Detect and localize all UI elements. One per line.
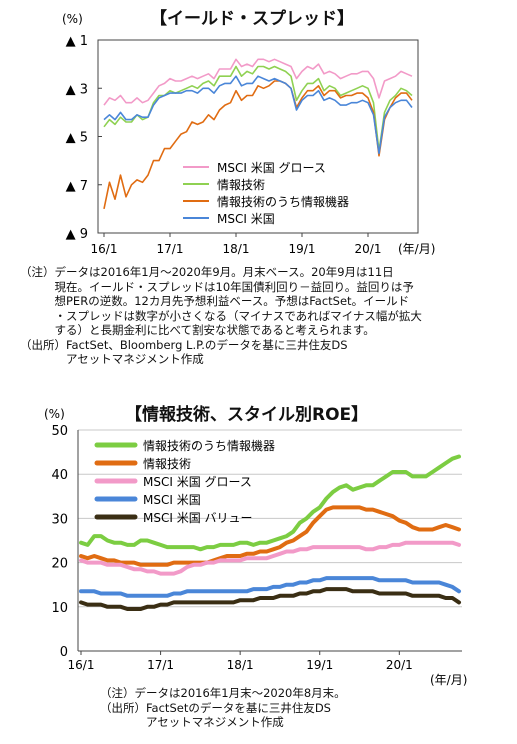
x-tick-label: 19/1 xyxy=(289,242,316,256)
note-line: （注）データは2016年1月末～2020年8月末。 xyxy=(100,686,346,700)
note-line: ・スプレッドは数字が小さくなる（マイナスであればマイナス幅が拡大 xyxy=(20,308,422,323)
series-line xyxy=(103,75,413,155)
legend-label: 情報技術のうち情報機器 xyxy=(217,194,349,209)
y-tick-label: 50 xyxy=(51,424,68,439)
x-tick-label: 19/1 xyxy=(306,658,333,672)
note-line: アセットマネジメント作成 xyxy=(100,715,284,729)
y-tick-label: ▲ 3 xyxy=(66,82,88,97)
legend-label: MSCI 米国 グロース xyxy=(217,161,326,175)
note-line: （出所）FactSet、Bloomberg L.P.のデータを基に三井住友DS xyxy=(20,337,348,352)
y-tick-label: 20 xyxy=(51,557,68,572)
y-tick-label: ▲ 7 xyxy=(66,179,88,194)
chart2-title: 【情報技術、スタイル別ROE】 xyxy=(125,405,369,425)
style-roe-chart: (%) 0 10 20 30 40 50 16/1 17/1 18/1 19/1 20/1 (年/月) 情… xyxy=(44,407,467,687)
x-tick-label: 16/1 xyxy=(68,658,95,672)
legend-label: 情報技術 xyxy=(217,178,265,192)
x-unit-label: (年/月) xyxy=(398,242,435,256)
note-line: 現在。イールド・スプレッドは10年国債利回り－益回り。益回りは予 xyxy=(20,279,414,294)
x-tick-label: 20/1 xyxy=(386,658,413,672)
series-line xyxy=(103,58,413,106)
note-line: アセットマネジメント作成 xyxy=(20,352,204,366)
x-tick-label: 17/1 xyxy=(147,658,174,672)
series-line xyxy=(79,576,461,598)
note-line: （出所）FactSetのデータを基に三井住友DS xyxy=(100,700,331,715)
series-line xyxy=(79,587,461,611)
series-line xyxy=(103,65,413,152)
series-line xyxy=(79,540,461,576)
note-line: （注）データは2016年1月～2020年9月。月末ベース。20年9月は11日 xyxy=(20,265,394,279)
y-unit-label: (%) xyxy=(44,407,65,421)
y-tick-label: 40 xyxy=(51,468,68,483)
x-tick-label: 18/1 xyxy=(223,242,250,256)
legend-label: MSCI 米国 バリュー xyxy=(143,511,253,525)
y-tick-label: 30 xyxy=(51,512,68,527)
chart1-notes: （注）データは2016年1月～2020年9月。月末ベース。20年9月は11日 現… xyxy=(20,265,510,367)
x-tick-label: 16/1 xyxy=(91,242,118,256)
legend-label: MSCI 米国 グロース xyxy=(143,475,252,489)
chart1-title: 【イールド・スプレッド】 xyxy=(150,9,354,29)
y-tick-label: ▲ 5 xyxy=(66,131,88,146)
yield-spread-chart: (%) ▲ 1 ▲ 3 ▲ 5 ▲ 7 ▲ 916/1 17/1 18/1 19/1 20/1 (年… xyxy=(62,12,435,256)
y-unit-label: (%) xyxy=(62,12,83,26)
x-unit-label: (年/月) xyxy=(430,673,467,687)
series-line xyxy=(103,80,413,210)
y-tick-label: ▲ 1 xyxy=(66,34,88,49)
legend-label: 情報技術 xyxy=(143,457,191,471)
chart2-notes: （注）データは2016年1月末～2020年8月末。 （出所）FactSetのデー… xyxy=(100,686,500,730)
x-tick-label: 20/1 xyxy=(355,242,382,256)
x-tick-label: 17/1 xyxy=(157,242,184,256)
legend-label: MSCI 米国 xyxy=(143,493,201,507)
series-line xyxy=(79,454,461,552)
legend-label: 情報技術のうち情報機器 xyxy=(143,438,275,453)
x-tick-label: 18/1 xyxy=(227,658,254,672)
legend-label: MSCI 米国 xyxy=(217,212,275,226)
note-line: する）と長期金利に比べて割安な状態であると考えられます。 xyxy=(20,323,375,337)
y-tick-label: 10 xyxy=(51,601,68,616)
y-tick-label: ▲ 9 xyxy=(66,227,88,242)
series-line xyxy=(79,505,461,567)
note-line: 想PERの逆数。12カ月先予想利益ベース。予想はFactSet。イールド xyxy=(20,294,410,308)
y-tick-label: 0 xyxy=(60,645,68,660)
